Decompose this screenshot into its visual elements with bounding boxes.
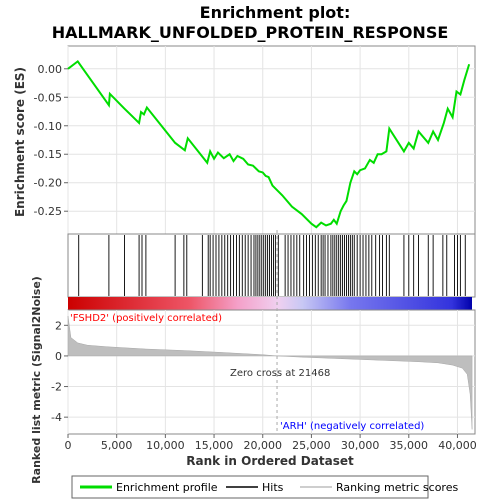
ranked-tick-label: 2 [55,319,62,332]
x-axis-ticks: 0 5,000 10,000 15,000 20,000 25,000 30,000 35,0… [65,434,477,452]
legend-enrichment-label: Enrichment profile [116,481,218,494]
x-tick-label: 30,000 [341,439,380,452]
ranked-panel: 2 0 -2 -4 'FSHD2' (positively correlated) Z… [30,230,476,484]
ranked-y-axis-label: Ranked list metric (Signal2Noise) [30,276,43,484]
ranking-color-bar [68,297,472,310]
es-tick-label: -0.25 [34,205,62,218]
x-axis-label: Rank in Ordered Dataset [186,454,354,468]
positive-correlation-label: 'FSHD2' (positively correlated) [70,313,222,324]
ranking-metric-area [67,316,473,430]
x-tick-label: 0 [65,439,72,452]
legend-ranking-label: Ranking metric scores [336,481,458,494]
hit-markers [78,235,466,296]
es-gridlines [67,46,475,234]
x-tick-label: 10,000 [146,439,185,452]
hits-panel [67,233,476,298]
legend: Enrichment profile Hits Ranking metric s… [71,475,458,499]
es-tick-label: -0.10 [34,120,62,133]
negative-correlation-label: 'ARH' (negatively correlated) [280,421,424,432]
ranked-tick-label: -2 [51,381,62,394]
es-tick-label: -0.05 [34,91,62,104]
ranked-y-axis-ticks: 2 0 -2 -4 [51,319,68,424]
es-y-axis-label: Enrichment score (ES) [13,67,27,217]
es-y-axis-ticks: 0.00 -0.05 -0.10 -0.15 -0.20 -0.25 [34,63,68,218]
es-tick-label: 0.00 [38,63,63,76]
x-tick-label: 25,000 [292,439,331,452]
chart-title-line1: Enrichment plot: [200,3,351,22]
es-plot-area [67,45,476,235]
x-tick-label: 5,000 [101,439,133,452]
chart-title-line2: HALLMARK_UNFOLDED_PROTEIN_RESPONSE [52,23,449,42]
x-tick-label: 20,000 [243,439,282,452]
ranked-plot-area [67,309,476,435]
legend-hits-label: Hits [262,481,284,494]
es-tick-label: -0.20 [34,177,62,190]
ranked-gridlines [67,310,475,434]
color-bar [68,297,472,310]
es-panel: 0.00 -0.05 -0.10 -0.15 -0.20 -0.25 Enrichment… [13,45,476,235]
x-tick-label: 35,000 [390,439,429,452]
zero-cross-label: Zero cross at 21468 [230,368,330,379]
x-tick-label: 40,000 [438,439,477,452]
ranked-tick-label: 0 [55,350,62,363]
es-tick-label: -0.15 [34,148,62,161]
enrichment-profile-line [67,59,471,229]
x-tick-label: 15,000 [195,439,234,452]
ranked-tick-label: -4 [51,411,62,424]
